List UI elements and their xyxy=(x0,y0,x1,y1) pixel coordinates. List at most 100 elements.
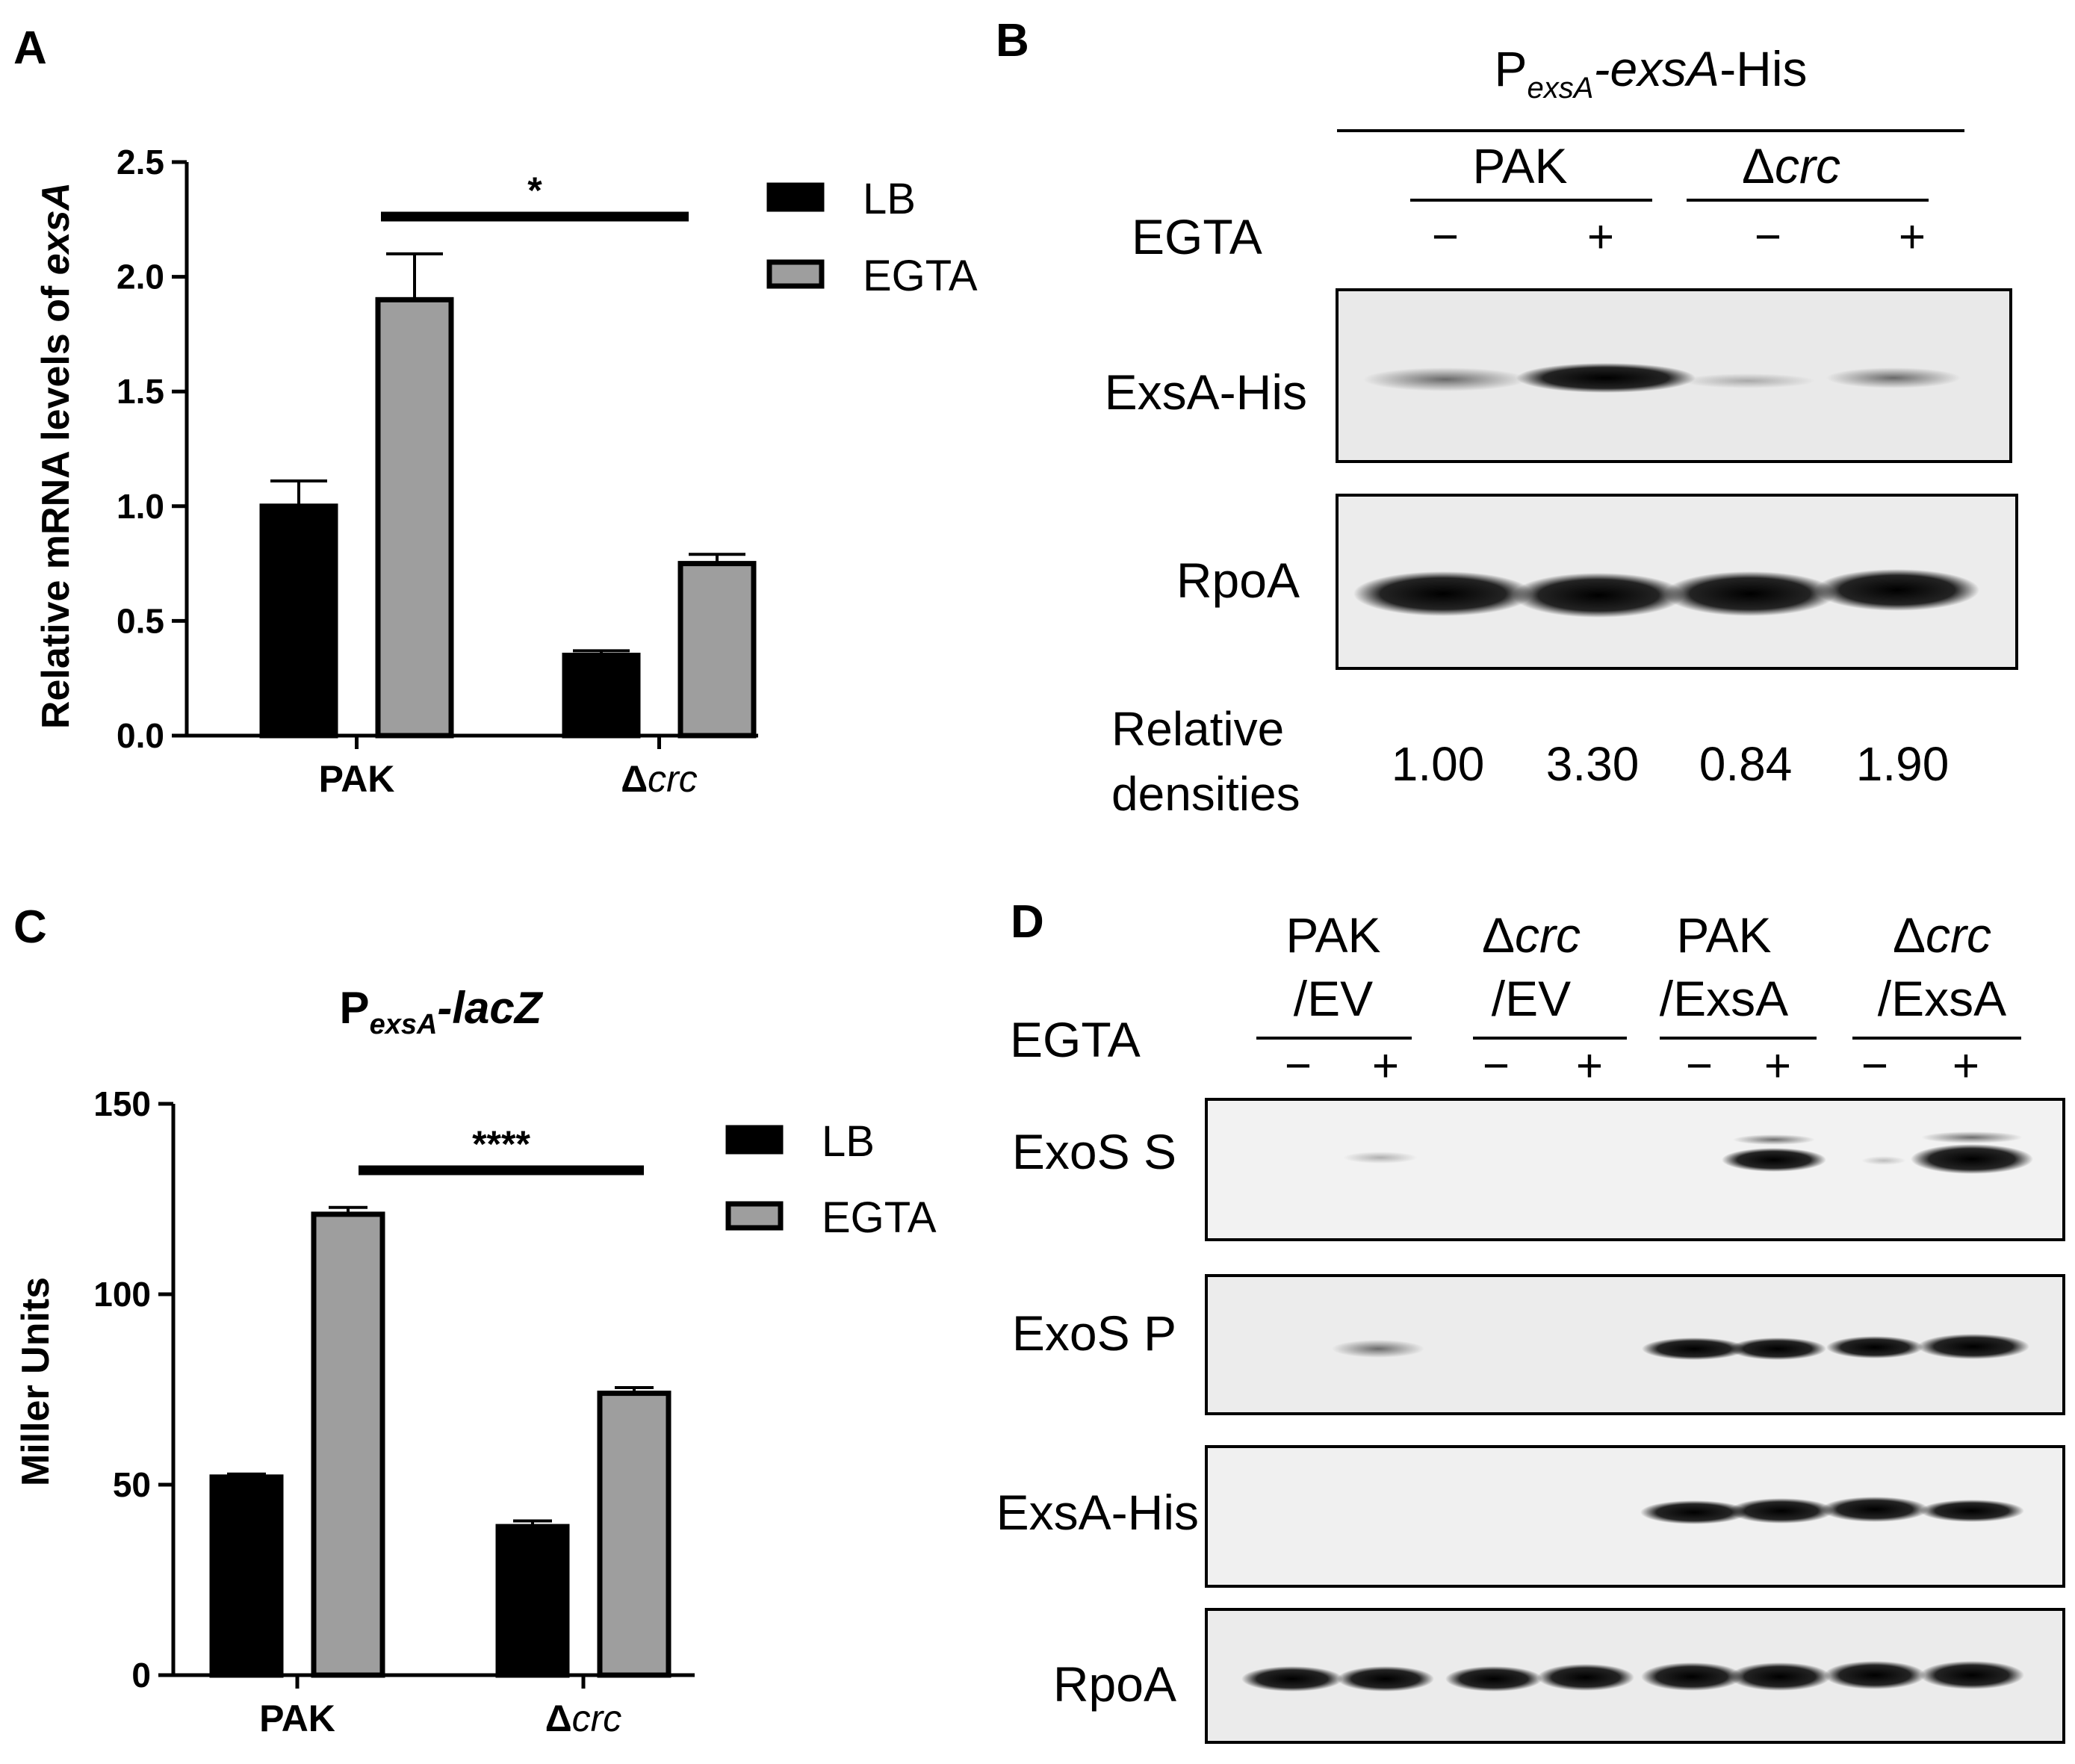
panel-a: A Relative mRNA levels of exsA 0.0 0.5 1.0… xyxy=(13,22,978,800)
band xyxy=(1729,1662,1831,1691)
group-label-bottom: /ExsA xyxy=(1878,971,2006,1026)
egta-sign: + xyxy=(1953,1040,1979,1092)
legend-swatch xyxy=(766,182,825,212)
band xyxy=(1337,1666,1434,1692)
panel-c: C PexsA-lacZ Miller Units 0 50 100 150 PAK Δc… xyxy=(13,901,937,1739)
band xyxy=(1920,1500,2024,1522)
band xyxy=(1363,367,1527,391)
panel-d-blot-label-rpoa: RpoA xyxy=(1053,1656,1176,1712)
panel-c-chart: 0 50 100 150 PAK Δcrc **** LB EGTA xyxy=(93,1084,937,1739)
panel-b-densities-label-line2: densities xyxy=(1111,767,1300,821)
y-tick-label: 100 xyxy=(93,1275,151,1314)
panel-b-density-values: 1.00 3.30 0.84 1.90 xyxy=(1392,737,1950,791)
band xyxy=(1664,571,1836,616)
egta-sign: − xyxy=(1483,1040,1510,1092)
y-tick-label: 2.5 xyxy=(117,143,164,181)
y-tick-label: 1.0 xyxy=(117,487,164,526)
band xyxy=(1353,571,1533,616)
panel-b-densities-label-line1: Relative xyxy=(1111,702,1284,756)
band xyxy=(1332,1340,1424,1358)
panel-b-exsa-bands xyxy=(1363,363,1961,393)
x-tick-label: Δcrc xyxy=(621,758,698,800)
bar xyxy=(597,1391,671,1678)
band xyxy=(1516,363,1696,393)
panel-d-blot-exos-s xyxy=(1205,1098,2065,1241)
bar xyxy=(375,296,454,739)
band xyxy=(1824,1661,1926,1689)
panel-letter-a: A xyxy=(13,22,47,74)
bar xyxy=(311,1211,385,1678)
band xyxy=(1681,373,1815,388)
bar xyxy=(562,652,641,739)
egta-sign: − xyxy=(1686,1040,1713,1092)
band xyxy=(1343,1152,1418,1164)
egta-sign: + xyxy=(1899,211,1926,263)
band xyxy=(1642,1338,1746,1360)
band xyxy=(1537,1664,1634,1691)
panel-a-chart: 0.0 0.5 1.0 1.5 2.0 2.5 PAK Δcrc * LB EGTA xyxy=(117,143,978,800)
group-label-top: PAK xyxy=(1285,907,1380,963)
significance-label: **** xyxy=(472,1123,530,1165)
band xyxy=(1729,1338,1826,1360)
egta-sign: + xyxy=(1372,1040,1399,1092)
panel-a-y-axis-label: Relative mRNA levels of exsA xyxy=(34,182,78,729)
legend-label: EGTA xyxy=(822,1193,937,1242)
band xyxy=(1241,1666,1343,1692)
group-label-top: PAK xyxy=(1676,907,1771,963)
group-label-bottom: /EV xyxy=(1294,971,1373,1026)
bar xyxy=(259,503,338,739)
egta-sign: − xyxy=(1285,1040,1312,1092)
panel-letter-b: B xyxy=(996,15,1029,66)
band xyxy=(1861,1156,1906,1165)
density-value: 3.30 xyxy=(1546,737,1640,791)
egta-sign: + xyxy=(1587,211,1614,263)
panel-b: B PexsA-exsA-His PAK Δcrc EGTA − + − + ExsA… xyxy=(996,15,2018,821)
panel-d-blot-exsa-his xyxy=(1205,1445,2065,1588)
y-tick-label: 1.5 xyxy=(117,372,164,411)
density-value: 0.84 xyxy=(1699,737,1793,791)
panel-d-exos-s-bands xyxy=(1343,1131,2033,1174)
band xyxy=(1445,1666,1542,1692)
bar xyxy=(495,1524,570,1678)
y-tick-label: 2.0 xyxy=(117,258,164,296)
panel-b-rpoa-bands xyxy=(1353,569,1979,618)
y-tick-label: 50 xyxy=(113,1465,151,1504)
band xyxy=(1826,367,1961,388)
significance-label: * xyxy=(527,170,542,211)
panel-c-y-axis-label: Miller Units xyxy=(14,1277,58,1486)
band xyxy=(1920,1661,2024,1689)
panel-d-rpoa-bands xyxy=(1241,1661,2024,1692)
egta-sign: − xyxy=(1432,211,1459,263)
bar xyxy=(209,1474,284,1678)
panel-b-egta-label: EGTA xyxy=(1132,209,1262,264)
egta-sign: − xyxy=(1861,1040,1888,1092)
panel-d-exos-p-bands xyxy=(1332,1334,2029,1360)
band xyxy=(1821,1497,1929,1522)
group-label-bottom: /EV xyxy=(1492,971,1571,1026)
legend-label: EGTA xyxy=(863,252,978,300)
band xyxy=(1733,1134,1815,1145)
group-label-top: Δcrc xyxy=(1893,907,1991,963)
band xyxy=(1815,569,1979,611)
band xyxy=(1911,1144,2033,1174)
bar xyxy=(677,561,757,739)
panel-b-strain-crc: Δcrc xyxy=(1742,138,1840,193)
legend-swatch xyxy=(725,1125,784,1155)
panel-d-blot-label-exos-s: ExoS S xyxy=(1012,1124,1176,1179)
band xyxy=(1729,1498,1834,1524)
x-tick-label: Δcrc xyxy=(545,1698,622,1739)
density-value: 1.90 xyxy=(1856,737,1950,791)
panel-b-blot-label-exsa-his: ExsA-His xyxy=(1105,364,1307,420)
y-tick-label: 0.0 xyxy=(117,716,164,755)
panel-b-egta-signs: − + − + xyxy=(1432,211,1926,263)
legend-label: LB xyxy=(863,175,916,223)
panel-b-blot-label-rpoa: RpoA xyxy=(1176,553,1300,608)
panel-d-egta-label: EGTA xyxy=(1010,1012,1141,1067)
band xyxy=(1826,1336,1923,1358)
y-tick-label: 0 xyxy=(131,1656,151,1695)
legend-label: LB xyxy=(822,1117,875,1166)
legend-swatch xyxy=(725,1201,784,1231)
panel-d-group-headers: PAK/EV Δcrc/EV PAK/ExsA Δcrc/ExsA xyxy=(1256,907,2021,1040)
